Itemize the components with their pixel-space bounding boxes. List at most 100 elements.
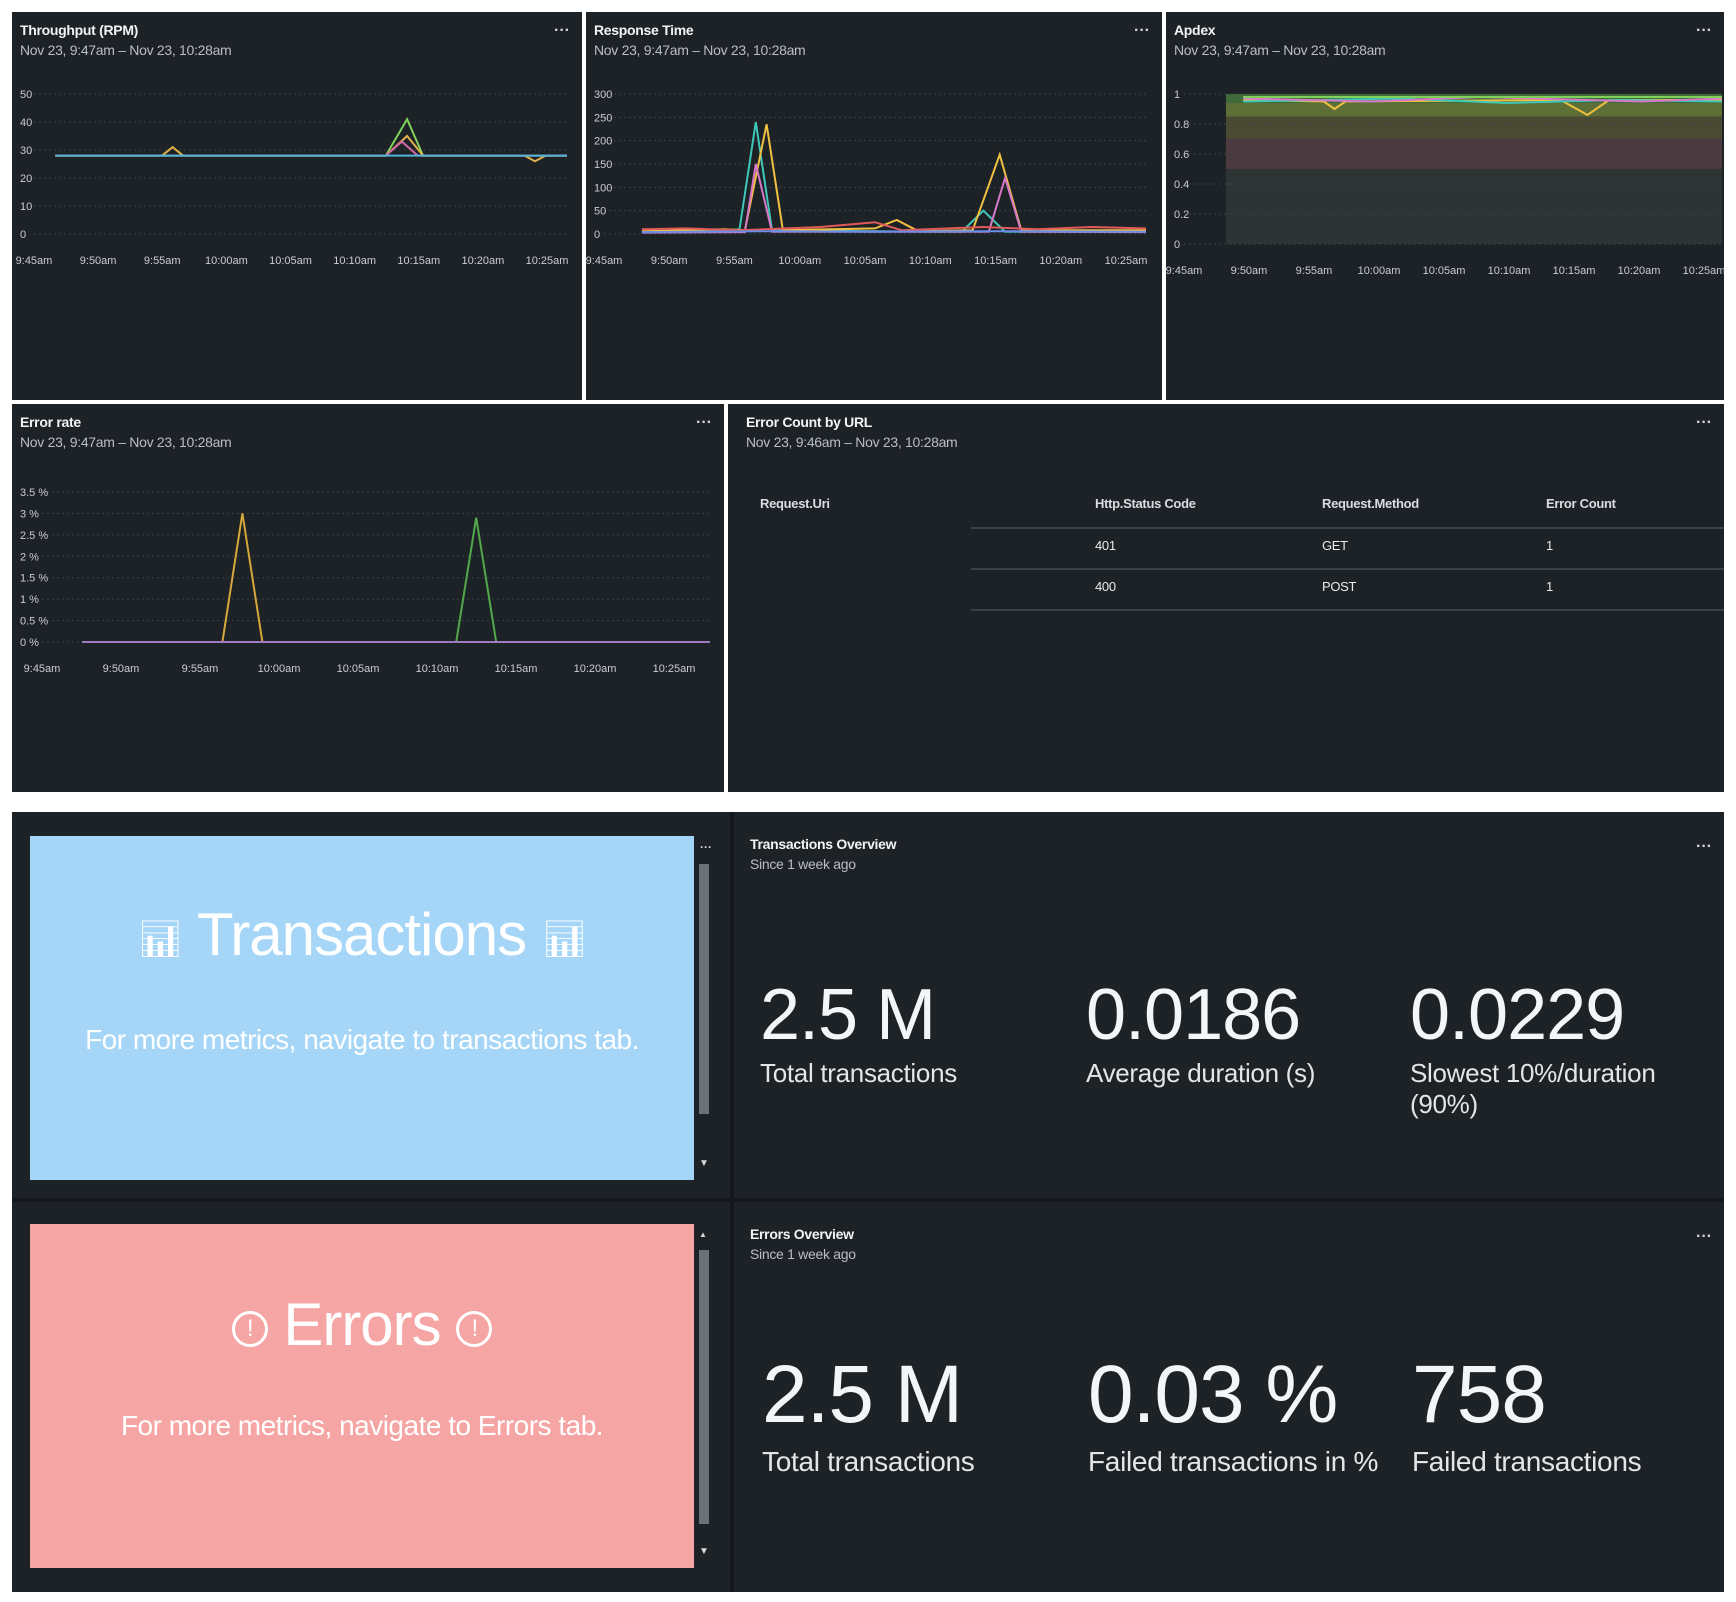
more-options-button[interactable]: ··· <box>696 414 712 431</box>
panel-subtitle: Nov 23, 9:47am – Nov 23, 10:28am <box>20 42 232 58</box>
cta-title: 📊︎ Transactions 📊︎ <box>30 900 694 969</box>
column-header-request-uri[interactable]: Request.Uri <box>760 496 830 511</box>
scroll-up-arrow-icon[interactable]: ▲ <box>699 1230 707 1239</box>
errors-cta[interactable]: ! Errors ! For more metrics, navigate to… <box>30 1224 694 1568</box>
x-tick-label: 10:20am <box>1039 255 1082 267</box>
errors-cta-panel: ! Errors ! For more metrics, navigate to… <box>12 1202 730 1592</box>
x-tick-label: 10:15am <box>397 255 440 267</box>
cell-status: 400 <box>1095 579 1116 594</box>
x-tick-label: 9:55am <box>716 255 753 267</box>
x-tick-label: 9:45am <box>16 255 53 267</box>
stat-label: Failed transactions <box>1412 1446 1642 1477</box>
column-header-status-code[interactable]: Http.Status Code <box>1095 496 1196 511</box>
more-options-button[interactable]: ··· <box>1696 1228 1712 1245</box>
apdex-band <box>1226 103 1722 117</box>
x-tick-label: 9:50am <box>80 255 117 267</box>
throughput-chart: 0 10 20 30 40 50 9:45am 9:50am 9:55am 10:00am 10:0… <box>16 89 569 267</box>
x-tick-label: 10:05am <box>337 663 380 675</box>
scrollbar[interactable]: ··· ▼ <box>694 836 714 1180</box>
cta-title: ! Errors ! <box>30 1290 694 1359</box>
y-tick-label: 300 <box>594 89 612 101</box>
transactions-cta[interactable]: 📊︎ Transactions 📊︎ For more metrics, nav… <box>30 836 694 1180</box>
bar-chart-icon: 📊︎ <box>137 918 184 960</box>
x-tick-label: 10:15am <box>974 255 1017 267</box>
x-tick-label: 10:25am <box>653 663 696 675</box>
y-tick-label: 50 <box>594 206 606 218</box>
more-options-button[interactable]: ··· <box>700 840 712 854</box>
column-header-method[interactable]: Request.Method <box>1322 496 1419 511</box>
x-tick-label: 10:10am <box>909 255 952 267</box>
y-tick-label: 2.5 % <box>20 530 48 542</box>
cell-method: GET <box>1322 538 1348 553</box>
y-tick-label: 0.8 <box>1174 119 1189 131</box>
cta-subtitle: For more metrics, navigate to Errors tab… <box>120 1410 604 1441</box>
apdex-panel: Apdex Nov 23, 9:47am – Nov 23, 10:28am ·… <box>1166 12 1724 400</box>
panel-subtitle: Since 1 week ago <box>750 1246 856 1262</box>
scrollbar-thumb[interactable] <box>699 864 709 1114</box>
more-options-button[interactable]: ··· <box>1696 22 1712 39</box>
panel-subtitle: Since 1 week ago <box>750 856 856 872</box>
exclamation-circle-icon: ! <box>456 1311 493 1348</box>
stat-label: Average duration (s) <box>1086 1058 1316 1088</box>
apdex-band <box>1226 116 1722 139</box>
x-tick-label: 10:00am <box>258 663 301 675</box>
cta-title-text: Errors <box>283 1291 441 1358</box>
panel-title: Apdex <box>1174 22 1216 38</box>
x-tick-label: 10:25am <box>1683 265 1724 277</box>
scrollbar[interactable]: ▲ ▼ <box>694 1224 714 1568</box>
x-tick-label: 10:10am <box>333 255 376 267</box>
panel-subtitle: Nov 23, 9:47am – Nov 23, 10:28am <box>1174 42 1386 58</box>
series-line <box>82 517 710 643</box>
x-tick-label: 10:15am <box>1553 265 1596 277</box>
scroll-down-arrow-icon[interactable]: ▼ <box>699 1158 709 1169</box>
panel-title: Response Time <box>594 22 694 38</box>
stat-value: 0.0186 <box>1086 975 1301 1055</box>
series-line <box>55 134 567 163</box>
x-tick-label: 9:45am <box>586 255 622 267</box>
y-tick-label: 10 <box>20 201 32 213</box>
stat-label: Failed transactions in % <box>1088 1446 1379 1477</box>
column-header-error-count[interactable]: Error Count <box>1546 496 1616 511</box>
cta-title-text: Transactions <box>196 901 527 968</box>
more-options-button[interactable]: ··· <box>1696 414 1712 431</box>
x-tick-label: 10:05am <box>844 255 887 267</box>
y-tick-label: 150 <box>594 159 612 171</box>
apdex-chart: 0 0.2 0.4 0.6 0.8 1 9:45am 9:50am 9:55am 10:00am 1… <box>1166 89 1724 277</box>
stat-value: 0.03 % <box>1088 1349 1338 1440</box>
x-tick-label: 9:55am <box>144 255 181 267</box>
y-tick-label: 250 <box>594 112 612 124</box>
x-tick-label: 9:45am <box>1166 265 1202 277</box>
y-tick-label: 0.5 % <box>20 616 48 628</box>
series-line <box>641 163 1147 234</box>
y-tick-label: 0 <box>20 229 26 241</box>
more-options-button[interactable]: ··· <box>1696 838 1712 855</box>
x-tick-label: 9:50am <box>1231 265 1268 277</box>
y-tick-label: 50 <box>20 89 32 101</box>
y-tick-label: 0.6 <box>1174 149 1189 161</box>
x-tick-label: 10:00am <box>778 255 821 267</box>
panel-subtitle: Nov 23, 9:46am – Nov 23, 10:28am <box>746 434 958 450</box>
cell-method: POST <box>1322 579 1357 594</box>
y-tick-label: 0 % <box>20 637 39 649</box>
scroll-down-arrow-icon[interactable]: ▼ <box>699 1546 709 1557</box>
y-tick-label: 1 <box>1174 89 1180 101</box>
transactions-overview-panel: Transactions Overview Since 1 week ago ·… <box>734 812 1724 1198</box>
more-options-button[interactable]: ··· <box>554 22 570 39</box>
table-divider <box>971 609 1724 611</box>
series-line <box>82 513 710 643</box>
scrollbar-thumb[interactable] <box>699 1250 709 1524</box>
y-tick-label: 0 <box>594 229 600 241</box>
x-tick-label: 10:00am <box>205 255 248 267</box>
cell-count: 1 <box>1546 538 1553 553</box>
x-tick-label: 10:25am <box>526 255 569 267</box>
x-tick-label: 10:05am <box>269 255 312 267</box>
x-tick-label: 9:55am <box>1296 265 1333 277</box>
x-tick-label: 10:15am <box>495 663 538 675</box>
y-tick-label: 200 <box>594 136 612 148</box>
x-tick-label: 9:45am <box>24 663 61 675</box>
cta-subtitle: For more metrics, navigate to transactio… <box>85 1024 639 1055</box>
x-tick-label: 9:50am <box>651 255 688 267</box>
y-tick-label: 40 <box>20 117 32 129</box>
more-options-button[interactable]: ··· <box>1134 22 1150 39</box>
x-tick-label: 10:10am <box>1488 265 1531 277</box>
